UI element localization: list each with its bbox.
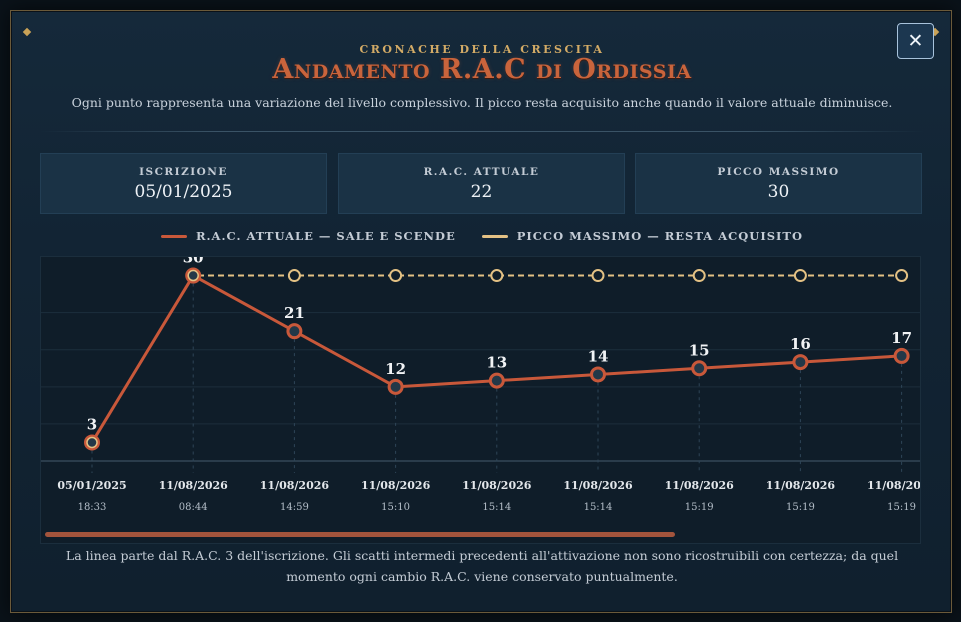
peak-point xyxy=(389,269,403,283)
stat-card-peak: PICCO MASSIMO 30 xyxy=(635,153,922,214)
x-tick-time: 15:19 xyxy=(887,502,916,513)
x-tick-date: 05/01/2025 xyxy=(57,479,126,492)
stat-card-current: R.A.C. ATTUALE 22 xyxy=(338,153,625,214)
x-tick-date: 11/08/2026 xyxy=(361,479,431,492)
growth-chronicle-modal: ✕ CRONACHE DELLA CRESCITA Andamento R.A.… xyxy=(10,10,952,613)
stat-label: R.A.C. ATTUALE xyxy=(423,166,540,178)
x-tick-time: 15:14 xyxy=(584,502,613,513)
chart-footnote: La linea parte dal R.A.C. 3 dell'iscrizi… xyxy=(65,548,899,584)
x-tick-time: 15:14 xyxy=(482,502,511,513)
page-title: Andamento R.A.C di Ordissia xyxy=(272,54,692,85)
current-point xyxy=(387,378,404,395)
data-label: 14 xyxy=(588,347,609,365)
current-point xyxy=(893,347,910,364)
current-point xyxy=(286,323,303,340)
legend-label: PICCO MASSIMO — RESTA ACQUISITO xyxy=(516,229,803,243)
scrollbar-thumb[interactable] xyxy=(45,532,675,537)
header-divider xyxy=(40,131,924,132)
data-label: 13 xyxy=(486,354,507,372)
peak-point xyxy=(86,436,98,449)
corner-ornament xyxy=(22,27,32,37)
chart-panel[interactable]: 3 30 21 12 13 14 15 16 17 05/01/2025 18:33 11/08/20… xyxy=(40,256,921,544)
chart-horizontal-scrollbar[interactable] xyxy=(45,532,918,538)
x-tick-time: 15:19 xyxy=(685,502,714,513)
legend-swatch xyxy=(161,234,187,238)
x-tick-date: 11/08/2026 xyxy=(462,479,532,492)
stat-value: 30 xyxy=(767,182,790,202)
stat-label: ISCRIZIONE xyxy=(139,166,228,178)
data-label: 3 xyxy=(87,415,97,433)
current-point xyxy=(590,366,606,383)
x-tick-time: 08:44 xyxy=(179,502,208,513)
peak-point xyxy=(490,269,504,283)
legend-item-peak: PICCO MASSIMO — RESTA ACQUISITO xyxy=(481,229,803,243)
x-tick-date: 11/08/2026 xyxy=(867,479,921,492)
current-point xyxy=(488,372,505,389)
x-tick-date: 11/08/2026 xyxy=(665,479,735,492)
peak-point xyxy=(287,269,301,283)
close-icon: ✕ xyxy=(907,30,924,52)
rac-line-chart: 3 30 21 12 13 14 15 16 17 05/01/2025 18:33 11/08/20… xyxy=(41,257,921,513)
peak-point xyxy=(895,269,909,283)
x-tick-date: 11/08/2026 xyxy=(260,479,330,492)
data-label: 16 xyxy=(790,335,811,353)
data-label: 21 xyxy=(284,304,305,322)
x-tick-date: 11/08/2026 xyxy=(766,479,836,492)
x-tick-time: 15:10 xyxy=(381,502,410,513)
stat-card-registration: ISCRIZIONE 05/01/2025 xyxy=(40,153,327,214)
peak-point xyxy=(692,269,706,283)
peak-point xyxy=(793,269,807,283)
legend-swatch xyxy=(481,234,508,238)
current-point xyxy=(792,354,809,371)
peak-point xyxy=(591,269,605,283)
chart-legend: R.A.C. ATTUALE — SALE E SCENDE PICCO MAS… xyxy=(11,229,953,243)
x-tick-date: 11/08/2026 xyxy=(563,479,633,492)
x-tick-time: 15:19 xyxy=(786,502,815,513)
stat-label: PICCO MASSIMO xyxy=(717,166,840,178)
stat-value: 22 xyxy=(470,182,493,202)
current-point xyxy=(691,360,708,377)
peak-point xyxy=(187,269,199,282)
x-tick-date: 11/08/2026 xyxy=(159,479,229,492)
x-tick-time: 14:59 xyxy=(280,502,309,513)
x-tick-time: 18:33 xyxy=(78,502,107,513)
data-label: 12 xyxy=(385,360,406,378)
page-subtitle: Ogni punto rappresenta una variazione de… xyxy=(71,95,893,110)
close-button[interactable]: ✕ xyxy=(897,23,934,59)
eyebrow-title: CRONACHE DELLA CRESCITA xyxy=(359,43,605,56)
data-label: 17 xyxy=(891,329,912,347)
data-label: 15 xyxy=(689,341,710,359)
legend-item-current: R.A.C. ATTUALE — SALE E SCENDE xyxy=(161,229,456,243)
stat-value: 05/01/2025 xyxy=(134,182,233,202)
legend-label: R.A.C. ATTUALE — SALE E SCENDE xyxy=(196,229,456,243)
data-label: 30 xyxy=(183,257,204,267)
